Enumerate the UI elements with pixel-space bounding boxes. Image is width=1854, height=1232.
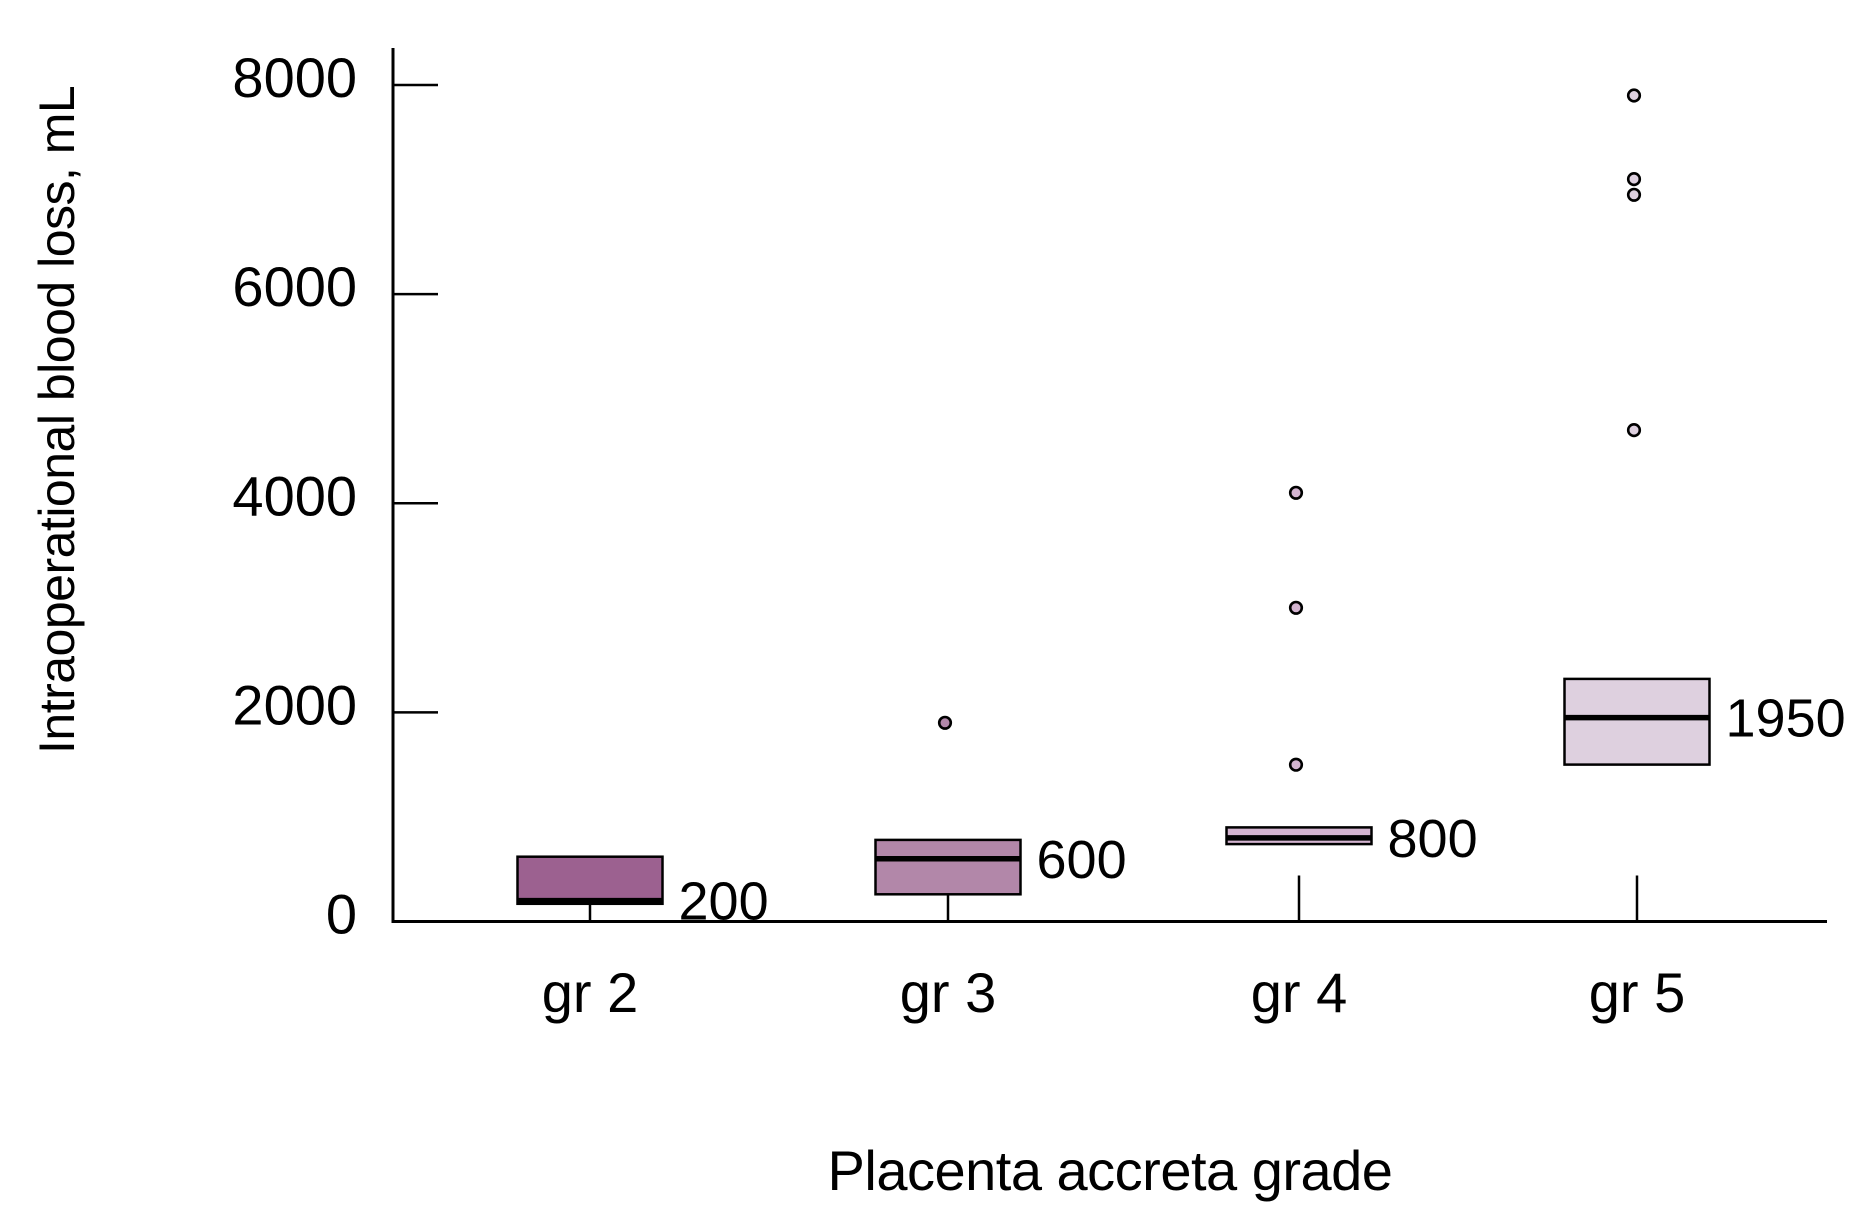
y-tick-label: 8000	[232, 46, 357, 109]
y-tick-label: 0	[326, 883, 357, 946]
x-tick-label-gr-5: gr 5	[1589, 961, 1686, 1024]
outlier-gr-5	[1626, 88, 1642, 103]
median-label-gr-2: 200	[679, 872, 769, 932]
median-label-gr-5: 1950	[1726, 689, 1846, 749]
median-label-gr-4: 800	[1388, 809, 1478, 869]
outlier-gr-4	[1288, 485, 1304, 500]
y-tick-label: 2000	[232, 673, 357, 736]
x-tick-label-gr-2: gr 2	[542, 961, 639, 1024]
x-axis-title: Placenta accreta grade	[827, 1139, 1393, 1202]
x-tick-label-gr-3: gr 3	[900, 961, 997, 1024]
outlier-gr-5	[1626, 187, 1642, 202]
outlier-gr-3	[937, 715, 953, 730]
box-gr-3	[874, 838, 1022, 896]
y-axis-title: Intraoperational blood loss, mL	[29, 85, 85, 755]
box-gr-5	[1563, 677, 1711, 766]
y-tick-label: 6000	[232, 255, 357, 318]
median-label-gr-3: 600	[1037, 830, 1127, 890]
outlier-gr-5	[1626, 423, 1642, 438]
outlier-gr-4	[1288, 600, 1304, 615]
outlier-gr-4	[1288, 757, 1304, 772]
outlier-gr-5	[1626, 172, 1642, 187]
box-gr-2	[516, 855, 664, 906]
y-tick-label: 4000	[232, 464, 357, 527]
x-tick-label-gr-4: gr 4	[1251, 961, 1348, 1024]
